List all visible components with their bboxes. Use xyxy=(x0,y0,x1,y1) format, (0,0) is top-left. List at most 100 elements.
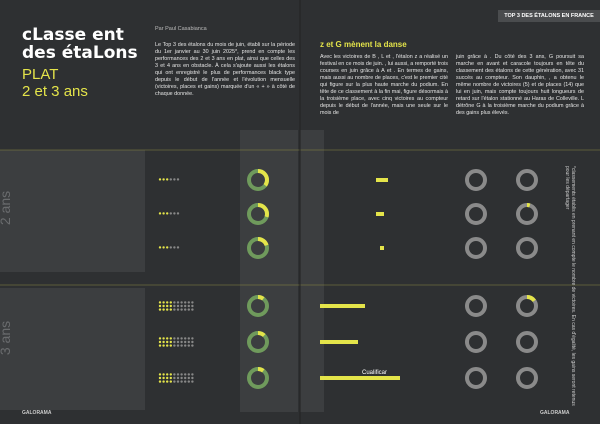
bar xyxy=(380,246,384,250)
dot xyxy=(166,373,169,376)
dot xyxy=(169,340,172,344)
dot xyxy=(173,337,176,340)
ring xyxy=(516,169,538,191)
dot xyxy=(166,380,169,383)
dot xyxy=(169,308,172,311)
dot xyxy=(166,178,169,181)
dot xyxy=(166,340,169,344)
dot xyxy=(180,304,183,308)
ring xyxy=(465,331,487,353)
dot xyxy=(162,380,165,383)
ring xyxy=(465,295,487,317)
dot xyxy=(169,373,172,376)
dot xyxy=(176,376,180,380)
dot xyxy=(169,376,172,380)
dot xyxy=(158,178,162,181)
section-label: 2 ans xyxy=(0,190,14,225)
dot xyxy=(166,337,169,340)
dot xyxy=(191,308,194,311)
dot xyxy=(162,246,165,249)
article-column: Avec les victoires de B , L et , l'étalo… xyxy=(320,54,448,116)
dot xyxy=(184,304,187,308)
article-column: juin grâce à . Du côté des 3 ans, G pour… xyxy=(456,54,584,116)
ring-arc xyxy=(247,331,269,353)
dot xyxy=(191,304,194,308)
ring-arc xyxy=(247,367,269,389)
dot xyxy=(173,301,176,304)
dot xyxy=(176,344,180,347)
bar xyxy=(376,178,388,182)
dot xyxy=(158,301,162,304)
dot xyxy=(184,340,187,344)
dot xyxy=(169,304,172,308)
dot xyxy=(176,304,180,308)
section-label: 3 ans xyxy=(0,320,14,355)
dot xyxy=(184,308,187,311)
dot xyxy=(176,380,180,383)
dot xyxy=(184,380,187,383)
dot xyxy=(162,337,165,340)
dot xyxy=(162,344,165,347)
dot xyxy=(173,304,176,308)
dot xyxy=(187,376,190,380)
subtitle: 2 et 3 ans xyxy=(22,83,88,100)
ring xyxy=(516,331,538,353)
dot xyxy=(173,308,176,311)
dot xyxy=(169,212,172,215)
dot xyxy=(169,178,172,181)
qualifier: Cualificar xyxy=(362,370,388,376)
dot xyxy=(169,380,172,383)
dot xyxy=(187,344,190,347)
dot xyxy=(158,376,162,380)
ring-arc xyxy=(247,203,269,225)
dot xyxy=(176,337,180,340)
panel xyxy=(0,288,145,410)
dot xyxy=(184,337,187,340)
dot xyxy=(166,308,169,311)
dot xyxy=(158,373,162,376)
ring-arc xyxy=(247,295,269,317)
bar xyxy=(376,212,384,216)
dot xyxy=(158,337,162,340)
dot xyxy=(162,301,165,304)
logo: GALORAMA xyxy=(22,410,52,416)
ring-arc xyxy=(516,295,538,317)
dot xyxy=(162,212,165,215)
ring-arc xyxy=(247,169,269,191)
dot xyxy=(180,301,183,304)
dot xyxy=(166,212,169,215)
dot xyxy=(180,344,183,347)
dot xyxy=(176,178,180,181)
dot xyxy=(180,373,183,376)
dot xyxy=(180,380,183,383)
dot xyxy=(191,380,194,383)
dot xyxy=(184,301,187,304)
dot xyxy=(191,376,194,380)
dot xyxy=(162,308,165,311)
subtitle: PLAT xyxy=(22,66,59,83)
dot xyxy=(162,376,165,380)
intro: Le Top 3 des étalons du mois de juin, ét… xyxy=(155,42,295,97)
dot xyxy=(158,212,162,215)
dot xyxy=(169,301,172,304)
dot xyxy=(180,340,183,344)
ring xyxy=(465,169,487,191)
dot xyxy=(158,304,162,308)
dot xyxy=(166,344,169,347)
dot xyxy=(173,376,176,380)
panel xyxy=(300,130,324,412)
dot xyxy=(176,212,180,215)
dot xyxy=(158,340,162,344)
title: cLasse ent xyxy=(22,25,124,45)
dot xyxy=(158,246,162,249)
ring-arc xyxy=(516,203,538,225)
dot xyxy=(187,340,190,344)
dot xyxy=(166,376,169,380)
logo: GALORAMA xyxy=(540,410,570,416)
dot xyxy=(180,376,183,380)
dot xyxy=(158,308,162,311)
dot xyxy=(191,340,194,344)
dot xyxy=(176,301,180,304)
article-heading: z et G mènent la danse xyxy=(320,40,407,49)
